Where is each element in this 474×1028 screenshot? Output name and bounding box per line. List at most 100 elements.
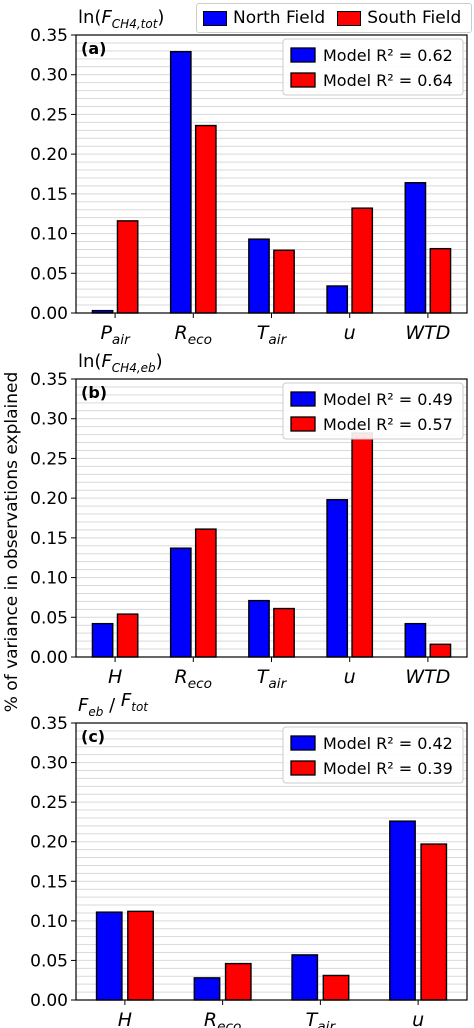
bar-north-t-air: [248, 238, 270, 314]
x-tick-label: Reco: [204, 1009, 242, 1028]
bar-south-r-eco: [224, 962, 252, 1001]
y-tick-label: 0.30: [30, 754, 68, 774]
r2-swatch: [290, 416, 316, 432]
legend-swatch-north: [203, 10, 227, 26]
bar-north-wtd: [404, 182, 427, 314]
y-tick-label: 0.20: [30, 145, 68, 165]
bar-north-wtd: [404, 622, 427, 658]
panel-title: ln(FCH4,eb): [78, 351, 163, 375]
r2-label: Model R² = 0.49: [323, 390, 453, 409]
bar-north-r-eco: [169, 50, 192, 314]
r2-swatch: [290, 47, 316, 63]
y-tick-label: 0.00: [30, 304, 68, 324]
x-tick-label: Tair: [257, 666, 288, 692]
bar-south-t-air: [273, 607, 295, 658]
axes-frame: [75, 34, 468, 314]
x-tick-label: u: [344, 322, 356, 344]
r2-swatch: [290, 72, 316, 88]
r2-label: Model R² = 0.42: [323, 734, 453, 753]
bar-north-u: [326, 499, 349, 658]
figure-legend: North Field South Field: [196, 3, 472, 33]
y-tick-label: 0.05: [30, 951, 68, 971]
y-tick-label: 0.15: [30, 872, 68, 892]
bar-south-h: [127, 910, 154, 1001]
bar-south-u: [351, 432, 374, 658]
panel-label: (c): [81, 727, 105, 746]
y-tick-label: 0.00: [30, 991, 68, 1011]
axes-frame: [75, 722, 468, 1001]
r2-swatch: [290, 391, 316, 407]
bar-south-u: [351, 207, 374, 314]
y-tick-label: 0.35: [30, 370, 68, 390]
panel-title: Feb / Ftot: [78, 690, 149, 719]
x-tick-label: Tair: [306, 1009, 337, 1028]
y-tick-label: 0.15: [30, 185, 68, 205]
bar-north-t-air: [248, 599, 270, 658]
r2-swatch: [290, 760, 316, 776]
r2-legend: [282, 726, 464, 784]
panel-title: ln(FCH4,tot): [78, 7, 164, 31]
bar-north-t-air: [291, 954, 319, 1001]
r2-label: Model R² = 0.57: [323, 415, 453, 434]
x-tick-label: WTD: [405, 322, 450, 344]
bar-south-wtd: [429, 247, 452, 314]
y-tick-label: 0.10: [30, 225, 68, 245]
y-tick-label: 0.15: [30, 529, 68, 549]
y-tick-label: 0.05: [30, 264, 68, 284]
y-tick-label: 0.25: [30, 793, 68, 813]
panel-1: 0.00 0.05 0.10 0.15 0.20 0.25 0.30 0.35 Pair Reco…: [30, 7, 468, 348]
y-tick-label: 0.30: [30, 66, 68, 86]
bar-north-h: [91, 622, 114, 658]
bar-south-wtd: [429, 643, 452, 658]
y-tick-label: 0.25: [30, 449, 68, 469]
r2-legend: [282, 38, 464, 96]
bar-south-p-air: [116, 220, 139, 314]
panel-label: (b): [81, 383, 107, 402]
r2-swatch: [290, 735, 316, 751]
x-tick-label: Reco: [175, 322, 213, 348]
y-tick-label: 0.00: [30, 648, 68, 668]
bar-north-r-eco: [193, 977, 221, 1001]
y-tick-label: 0.35: [30, 714, 68, 734]
y-tick-label: 0.10: [30, 569, 68, 589]
x-tick-label: H: [118, 1009, 132, 1028]
x-tick-label: u: [344, 666, 356, 688]
bar-south-u: [420, 843, 448, 1001]
legend-entry-north: North Field: [203, 8, 325, 28]
bar-south-h: [116, 613, 139, 658]
y-tick-label: 0.10: [30, 912, 68, 932]
bar-south-r-eco: [194, 124, 217, 314]
y-tick-label: 0.20: [30, 833, 68, 853]
bar-south-r-eco: [194, 528, 217, 658]
y-tick-label: 0.30: [30, 410, 68, 430]
bar-north-u: [389, 820, 416, 1001]
bar-north-u: [326, 285, 349, 314]
panel-label: (a): [81, 39, 106, 58]
y-tick-label: 0.35: [30, 26, 68, 46]
y-tick-label: 0.25: [30, 105, 68, 125]
x-tick-label: u: [412, 1009, 424, 1028]
panel-2: 0.00 0.05 0.10 0.15 0.20 0.25 0.30 0.35 H Reco Tai…: [30, 351, 468, 692]
x-tick-label: Pair: [100, 322, 131, 348]
legend-label-north: North Field: [233, 8, 326, 28]
legend-swatch-south: [337, 10, 362, 26]
figure-y-axis-label: % of variance in observations explained: [2, 372, 22, 713]
bar-south-t-air: [322, 974, 350, 1001]
panel-3: 0.00 0.05 0.10 0.15 0.20 0.25 0.30 0.35 H Reco Tai…: [30, 690, 468, 1028]
legend-entry-south: South Field: [337, 8, 461, 28]
bar-north-r-eco: [169, 547, 192, 658]
y-tick-label: 0.05: [30, 608, 68, 628]
x-tick-label: Reco: [175, 666, 213, 692]
r2-label: Model R² = 0.64: [323, 71, 453, 90]
bar-north-h: [95, 911, 123, 1001]
bar-south-t-air: [273, 249, 295, 314]
x-tick-label: WTD: [405, 666, 450, 688]
r2-legend: [282, 382, 464, 440]
r2-label: Model R² = 0.62: [323, 46, 453, 65]
y-tick-label: 0.20: [30, 489, 68, 509]
r2-label: Model R² = 0.39: [323, 759, 453, 778]
x-tick-label: Tair: [257, 322, 288, 348]
legend-label-south: South Field: [367, 8, 462, 28]
x-tick-label: H: [108, 666, 122, 688]
